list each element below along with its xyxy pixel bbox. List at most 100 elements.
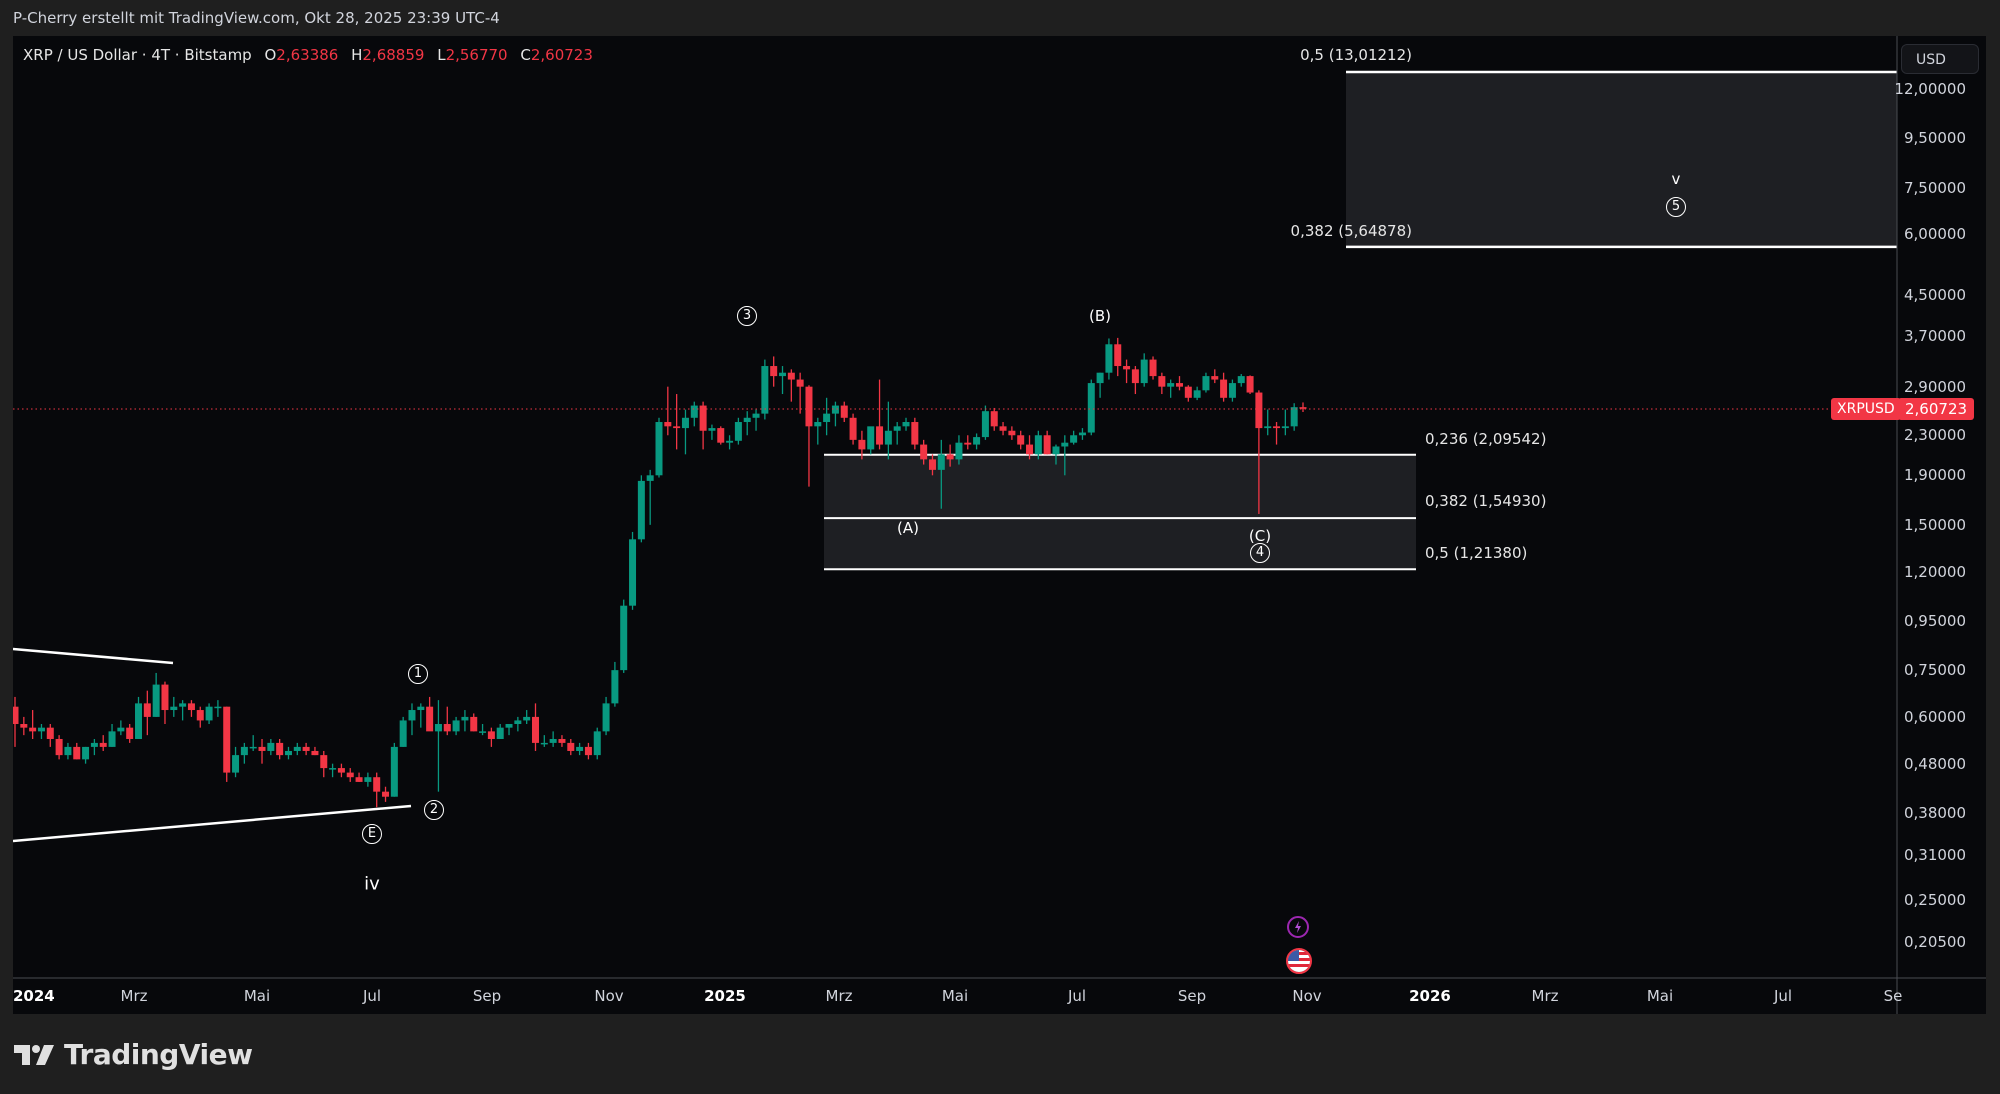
candle-body [373,777,381,792]
candle-body [496,727,504,739]
candle-body [620,605,628,671]
lightning-event-icon[interactable] [1287,916,1309,938]
candle-body [629,539,637,606]
candle-body [161,684,169,711]
candle-body [593,731,601,756]
triangle-upper-trendline [13,647,174,665]
candle-body [902,422,910,427]
candle-body [249,746,257,749]
candle-body [355,777,363,782]
candle-body [558,738,566,743]
logo-text: TradingView [64,1038,253,1071]
candle-body [893,426,901,431]
time-tick-label: 2025 [704,987,746,1005]
candle-body [858,439,866,450]
candle-body [1281,426,1289,429]
candle-body [258,746,266,751]
candle-body [170,706,178,711]
candle-body [787,372,795,380]
candle-body [302,746,310,751]
wave-label-C: (C) [1248,527,1272,545]
candle-body [681,417,689,429]
candle-body [55,738,63,756]
price-tick-label: 12,00000 [1894,80,1966,98]
candle-body [514,720,522,725]
candle-body [232,755,240,773]
candle-body [1167,383,1175,387]
time-tick-label: 2024 [13,987,55,1005]
price-chart[interactable] [13,36,1986,1014]
candle-body [1043,435,1051,455]
symbol-title[interactable]: XRP / US Dollar · 4T · Bitstamp [23,46,252,64]
price-tick-label: 6,00000 [1903,225,1966,244]
candle-body [699,405,707,431]
currency-button[interactable]: USD [1901,44,1979,74]
candle-body [1123,366,1131,370]
candle-body [20,724,28,728]
time-tick-label: Nov [1292,987,1322,1005]
chart-panel[interactable]: XRP / US Dollar · 4T · Bitstamp O2,63386… [13,36,1986,1014]
candle-body [770,366,778,377]
price-tick-label: 1,90000 [1903,466,1966,485]
candle-body [876,426,884,445]
wave-label-B: (B) [1089,307,1111,325]
tradingview-logo-icon [14,1044,54,1065]
candle-body [461,716,469,721]
open-label: O [264,46,277,64]
price-tick-label: 3,70000 [1903,326,1966,345]
candle-body [1105,344,1113,373]
time-tick-label: Jul [1773,987,1793,1005]
candle-body [584,746,592,756]
wave-label-A: (A) [897,519,919,537]
candle-body [531,716,539,743]
candle-body [523,716,531,721]
candle-body [487,731,495,739]
candle-body [64,746,72,756]
candle-body [143,703,151,717]
time-tick-label: Mrz [120,987,148,1005]
candle-body [1273,426,1281,429]
wave-label-3: 3 [737,306,757,326]
time-tick-label: Jul [1067,987,1087,1005]
time-tick-label: Mrz [825,987,853,1005]
fib-upper-bottom-label: 0,382 (5,64878) [1290,222,1412,240]
time-tick-label: Mai [1646,987,1674,1005]
candle-body [999,426,1007,431]
candle-body [505,724,513,728]
candle-body [743,417,751,423]
high-label: H [351,46,363,64]
candle-body [805,386,813,427]
candle-body [470,716,478,732]
close-label: C [520,46,531,64]
candle-body [761,366,769,414]
candle-body [1149,359,1157,377]
candle-body [417,706,425,711]
time-tick-label: Mai [941,987,969,1005]
fib-upper-top-label: 0,5 (13,01212) [1300,46,1412,64]
candle-body [205,706,213,721]
candle-body [937,454,945,470]
candle-body [1017,435,1025,445]
candle-body [443,724,451,732]
price-tick-label: 7,50000 [1903,178,1966,197]
candle-body [1264,426,1272,429]
candle-body [1087,383,1095,433]
candle-body [320,755,328,769]
candle-body [1008,430,1016,436]
candle-body [673,426,681,429]
candle-body [637,480,645,540]
candle-body [399,720,407,747]
candle-body [408,710,416,721]
candle-body [955,442,963,460]
wave-label-iv: iv [364,873,380,895]
candle-body [964,442,972,445]
wave-label-2: 2 [424,800,444,820]
candle-body [1026,444,1034,455]
tradingview-logo[interactable]: TradingView [14,1038,253,1071]
close-value: 2,60723 [530,46,593,64]
candle-body [13,706,19,725]
candle-body [549,738,557,743]
us-flag-event-icon[interactable] [1286,948,1312,974]
candle-body [46,727,54,739]
candle-body [90,742,98,747]
